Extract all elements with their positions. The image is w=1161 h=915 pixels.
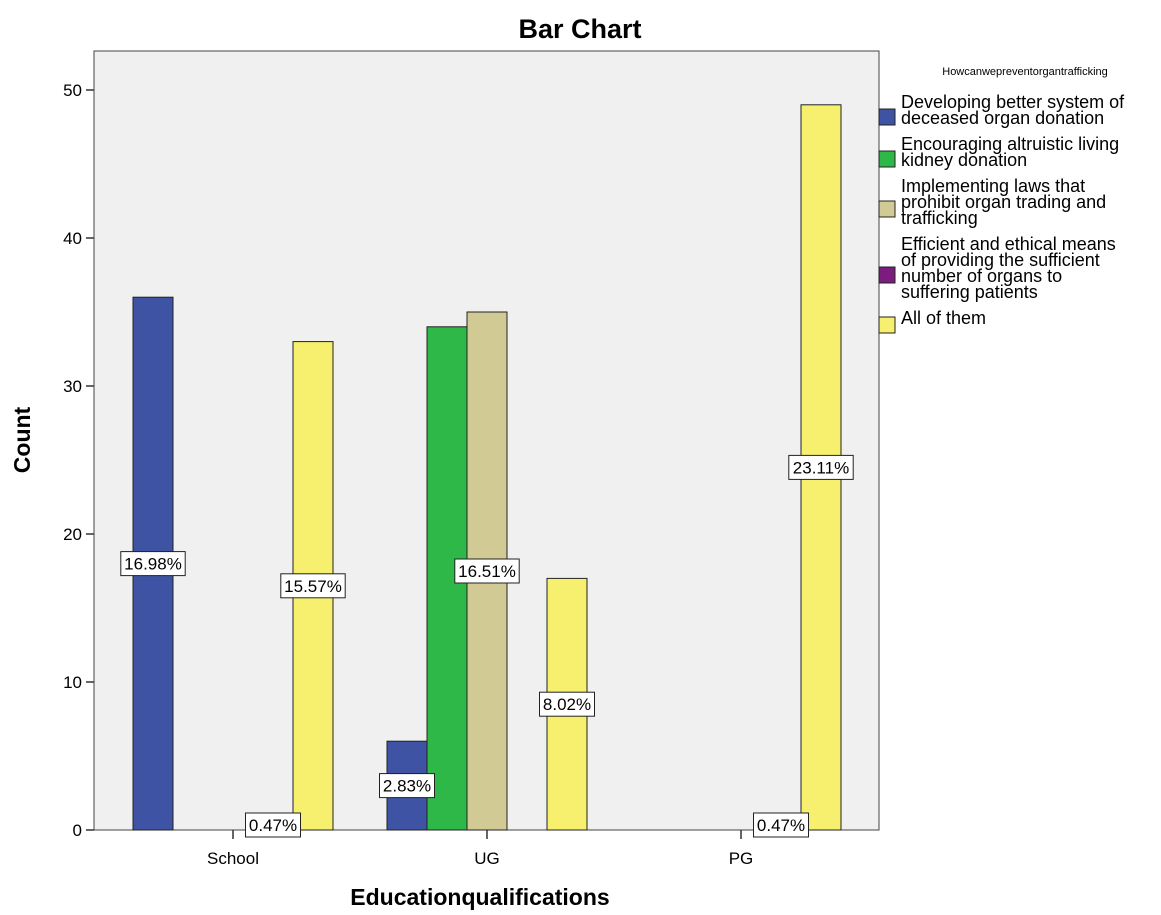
y-tick-label: 30	[63, 377, 82, 396]
data-label: 16.98%	[124, 555, 182, 574]
data-label-box	[454, 558, 520, 584]
data-label: 0.47%	[757, 816, 805, 835]
data-labels: 16.98% 2.83% 16.51% 0.47% 0.47% 15.57% 8.02% 23…	[120, 454, 854, 838]
legend-label: of providing the sufficient	[901, 250, 1100, 270]
y-tick-label: 50	[63, 81, 82, 100]
legend: Howcanwepreventorgantrafficking Developi…	[878, 66, 1125, 334]
data-label-box	[245, 812, 301, 838]
legend-swatch	[878, 108, 896, 126]
legend-label: Implementing laws that	[901, 176, 1085, 196]
data-label: 23.11%	[793, 458, 849, 477]
data-label: 16.51%	[458, 562, 516, 581]
y-tick-label: 40	[63, 229, 82, 248]
data-label-box	[788, 454, 854, 480]
legend-label: suffering patients	[901, 282, 1038, 302]
legend-label: Efficient and ethical means	[901, 234, 1116, 254]
y-axis-title: Count	[9, 406, 35, 473]
legend-label: number of organs to	[901, 266, 1062, 286]
legend-label: deceased organ donation	[901, 108, 1104, 128]
legend-swatch	[878, 316, 896, 334]
data-label-box	[539, 691, 595, 717]
x-axis: School UG PG	[207, 830, 753, 868]
y-tick-label: 0	[73, 821, 82, 840]
data-label-box	[280, 573, 346, 599]
legend-swatch	[878, 150, 896, 168]
x-tick-label: School	[207, 849, 259, 868]
data-label: 8.02%	[543, 695, 591, 714]
legend-swatch	[878, 200, 896, 218]
data-label: 2.83%	[383, 777, 431, 796]
legend-title: Howcanwepreventorgantrafficking	[942, 66, 1108, 78]
legend-label: kidney donation	[901, 150, 1027, 170]
y-tick-label: 20	[63, 525, 82, 544]
data-label-box	[379, 773, 435, 799]
data-label-box	[120, 551, 186, 577]
x-tick-label: PG	[729, 849, 754, 868]
legend-label: prohibit organ trading and	[901, 192, 1106, 212]
chart-title: Bar Chart	[518, 14, 641, 44]
legend-label: Encouraging altruistic living	[901, 134, 1119, 154]
legend-label: Developing better system of	[901, 92, 1125, 112]
legend-label: All of them	[901, 308, 986, 328]
y-tick-label: 10	[63, 673, 82, 692]
legend-label: trafficking	[901, 208, 978, 228]
legend-swatch	[878, 266, 896, 284]
data-label: 15.57%	[284, 577, 342, 596]
x-axis-title: Educationqualifications	[350, 884, 609, 910]
y-axis: 0 10 20 30 40 50	[63, 81, 94, 840]
data-label: 0.47%	[249, 816, 297, 835]
data-label-box	[753, 812, 809, 838]
x-tick-label: UG	[474, 849, 500, 868]
